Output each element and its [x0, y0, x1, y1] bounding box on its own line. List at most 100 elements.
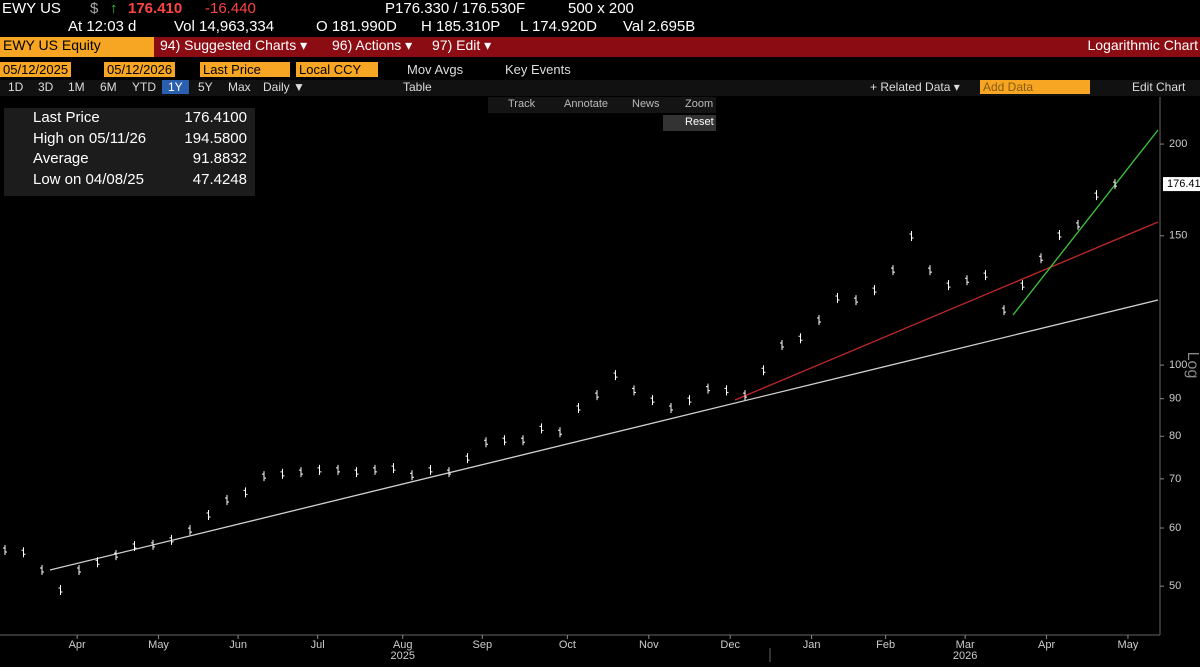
reset-button[interactable]: Reset [663, 115, 716, 131]
price-bar [724, 385, 729, 396]
price-bar [3, 545, 7, 556]
legend-label: Low on 04/08/25 [33, 170, 144, 188]
security[interactable]: EWY US Equity [0, 37, 154, 57]
period[interactable]: 1D [8, 80, 24, 94]
x-tick-label: Nov [639, 639, 659, 651]
price-bar [206, 509, 211, 520]
price-bar [40, 564, 44, 575]
table-button[interactable]: Table [403, 80, 432, 94]
tool[interactable]: Zoom [685, 98, 714, 110]
price-bar [928, 265, 932, 276]
price-bar [1057, 229, 1062, 240]
edit-chart[interactable]: Edit Chart [1132, 80, 1186, 94]
period[interactable]: Max [228, 80, 251, 94]
open: O 181.990D [316, 18, 397, 35]
x-tick-label: Apr [69, 639, 86, 651]
price-bar [706, 383, 710, 394]
price-bar [835, 293, 840, 304]
key-events[interactable]: Key Events [505, 62, 571, 77]
price-bar [465, 453, 470, 464]
legend: Last Price 176.4100 High on 05/11/26 194.58… [4, 108, 255, 196]
symbol: EWY US [2, 0, 61, 17]
price-bar [613, 370, 618, 381]
tool[interactable]: Track [508, 98, 536, 110]
tool[interactable]: Annotate [564, 98, 609, 110]
legend-value: 176.4100 [184, 109, 247, 126]
period-active[interactable]: 1Y [162, 80, 189, 94]
price-bar [95, 557, 100, 568]
price-bar [650, 395, 655, 406]
frequency[interactable]: Daily ▼ [263, 80, 305, 94]
trend-line [734, 221, 1159, 401]
price-bar [1039, 253, 1043, 264]
price-bar [262, 471, 266, 482]
price-bar [854, 295, 858, 306]
x-tick-label: Apr [1038, 639, 1055, 651]
period[interactable]: 5Y [198, 80, 213, 94]
start-date[interactable]: 05/12/2025 [0, 62, 72, 77]
legend-value: 47.4248 [192, 170, 247, 188]
mov-avgs[interactable]: Mov Avgs [407, 62, 464, 77]
tool[interactable]: News [632, 98, 660, 110]
x-tick-label: Oct [559, 639, 576, 651]
add-data[interactable]: Add Data [980, 80, 1090, 94]
legend-row: High on 05/11/26 194.5800 [4, 129, 255, 150]
x-tick-label: Feb [876, 639, 895, 651]
volume: Vol 14,963,334 [174, 18, 275, 35]
x-tick-label: Aug [393, 639, 413, 651]
price-bar [1113, 179, 1117, 190]
price-bar [151, 539, 155, 550]
y-tick-label: 100 [1169, 359, 1187, 371]
price-bar [391, 463, 396, 474]
period[interactable]: 6M [100, 80, 117, 94]
price-bar [798, 333, 803, 344]
trend-line [49, 299, 1159, 571]
last-price-label: 176.41 [1167, 178, 1200, 190]
related-data[interactable]: + Related Data ▾ [870, 80, 960, 94]
arrow: ↑ [110, 0, 118, 17]
price-bar [761, 365, 766, 376]
price-bar [410, 470, 414, 481]
period[interactable]: 1M [68, 80, 85, 94]
change: -16.440 [205, 0, 256, 17]
x-tick-label: Dec [720, 639, 740, 651]
price-bar [687, 395, 692, 406]
price-bar [317, 464, 322, 475]
price-bar [521, 435, 525, 446]
price-bar [225, 495, 229, 506]
price-bar [632, 385, 636, 396]
menu-item[interactable]: 96) Actions ▾ [332, 37, 413, 53]
x-tick-label: Jun [229, 639, 247, 651]
price-bar [299, 467, 303, 478]
price-bar [965, 275, 969, 286]
y-tick-label: 60 [1169, 522, 1181, 534]
price-bar [188, 525, 192, 536]
menu-item[interactable]: 94) Suggested Charts ▾ [160, 37, 308, 53]
price-bar [428, 464, 433, 475]
menu-bar: EWY US Equity 94) Suggested Charts ▾ 96)… [0, 37, 1200, 57]
price-bar [132, 541, 137, 552]
period[interactable]: 3D [38, 80, 54, 94]
y-tick-label: 70 [1169, 473, 1181, 485]
currency-select[interactable]: Local CCY [296, 62, 378, 77]
period[interactable]: YTD [132, 80, 156, 94]
price-bar [1094, 190, 1099, 201]
field[interactable]: Last Price [200, 62, 290, 77]
high: H 185.310P [421, 18, 501, 35]
x-tick-label: May [148, 639, 169, 651]
price-bar [58, 585, 63, 596]
price-bar [1076, 219, 1080, 230]
price-bar [1002, 305, 1006, 316]
end-date[interactable]: 05/12/2026 [104, 62, 176, 77]
legend-value: 91.8832 [192, 150, 247, 167]
price-bar [336, 464, 340, 475]
menu-item[interactable]: 97) Edit ▾ [432, 37, 492, 53]
value: Val 2.695B [623, 18, 696, 35]
price-bar [1020, 280, 1025, 291]
y-tick-label: 90 [1169, 393, 1181, 405]
price-bar [576, 403, 581, 414]
price: 176.410 [128, 0, 183, 17]
low: L 174.920D [520, 18, 598, 35]
